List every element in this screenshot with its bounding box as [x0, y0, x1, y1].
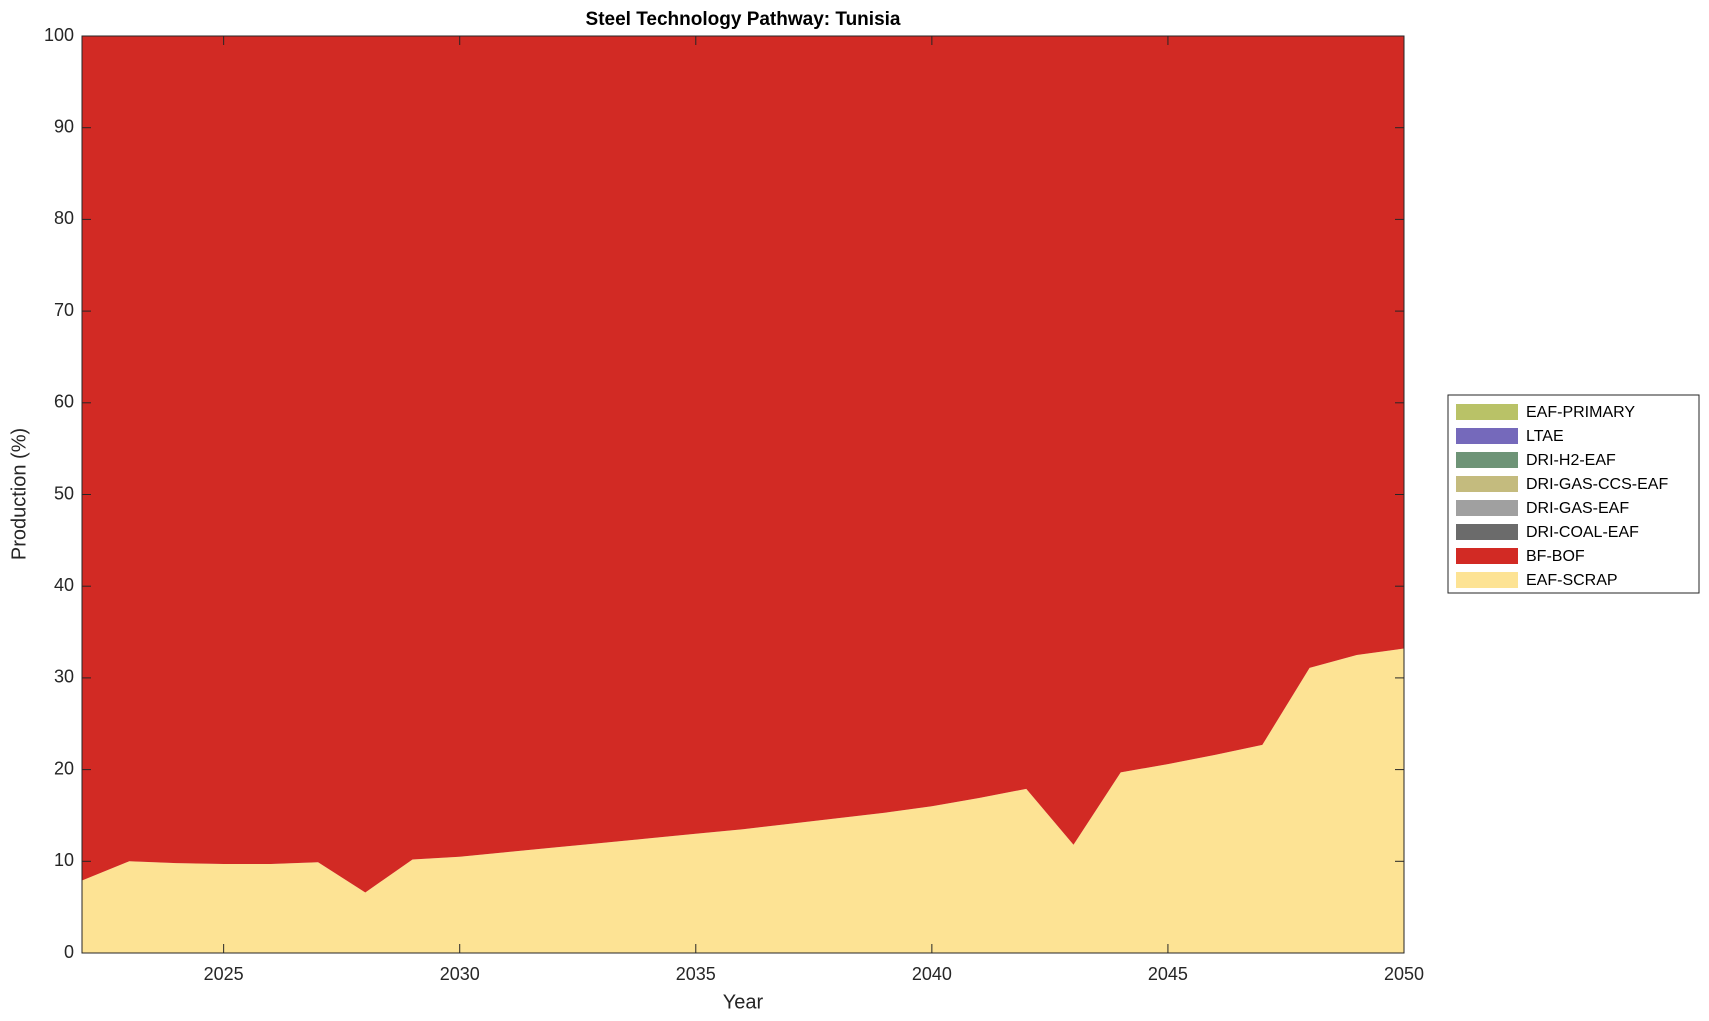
x-tick-label: 2025 — [204, 964, 244, 984]
y-tick-label: 70 — [54, 300, 74, 320]
x-tick-label: 2045 — [1148, 964, 1188, 984]
legend-swatch — [1456, 428, 1518, 444]
y-tick-label: 80 — [54, 208, 74, 228]
legend-swatch — [1456, 404, 1518, 420]
y-tick-label: 0 — [64, 942, 74, 962]
legend-label: EAF-SCRAP — [1526, 572, 1618, 589]
legend-label: DRI-COAL-EAF — [1526, 524, 1639, 541]
x-axis-label: Year — [723, 991, 764, 1013]
y-tick-label: 100 — [44, 25, 74, 45]
legend-swatch — [1456, 524, 1518, 540]
legend-label: BF-BOF — [1526, 548, 1585, 565]
y-tick-label: 10 — [54, 850, 74, 870]
y-tick-label: 60 — [54, 392, 74, 412]
legend-swatch — [1456, 476, 1518, 492]
legend-label: LTAE — [1526, 428, 1564, 445]
legend-swatch — [1456, 548, 1518, 564]
x-tick-label: 2035 — [676, 964, 716, 984]
y-tick-label: 50 — [54, 483, 74, 503]
y-axis-label: Production (%) — [8, 428, 30, 560]
x-tick-label: 2040 — [912, 964, 952, 984]
x-tick-label: 2030 — [440, 964, 480, 984]
legend-label: EAF-PRIMARY — [1526, 404, 1635, 421]
area — [82, 648, 1404, 953]
y-tick-label: 30 — [54, 667, 74, 687]
legend-swatch — [1456, 500, 1518, 516]
area — [82, 36, 1404, 893]
chart-title: Steel Technology Pathway: Tunisia — [586, 9, 901, 30]
x-tick-label: 2050 — [1384, 964, 1424, 984]
y-tick-label: 40 — [54, 575, 74, 595]
y-tick-label: 20 — [54, 758, 74, 778]
y-tick-label: 90 — [54, 116, 74, 136]
legend-label: DRI-GAS-CCS-EAF — [1526, 476, 1668, 493]
legend-swatch — [1456, 572, 1518, 588]
legend-swatch — [1456, 452, 1518, 468]
legend-label: DRI-H2-EAF — [1526, 452, 1616, 469]
legend-label: DRI-GAS-EAF — [1526, 500, 1629, 517]
